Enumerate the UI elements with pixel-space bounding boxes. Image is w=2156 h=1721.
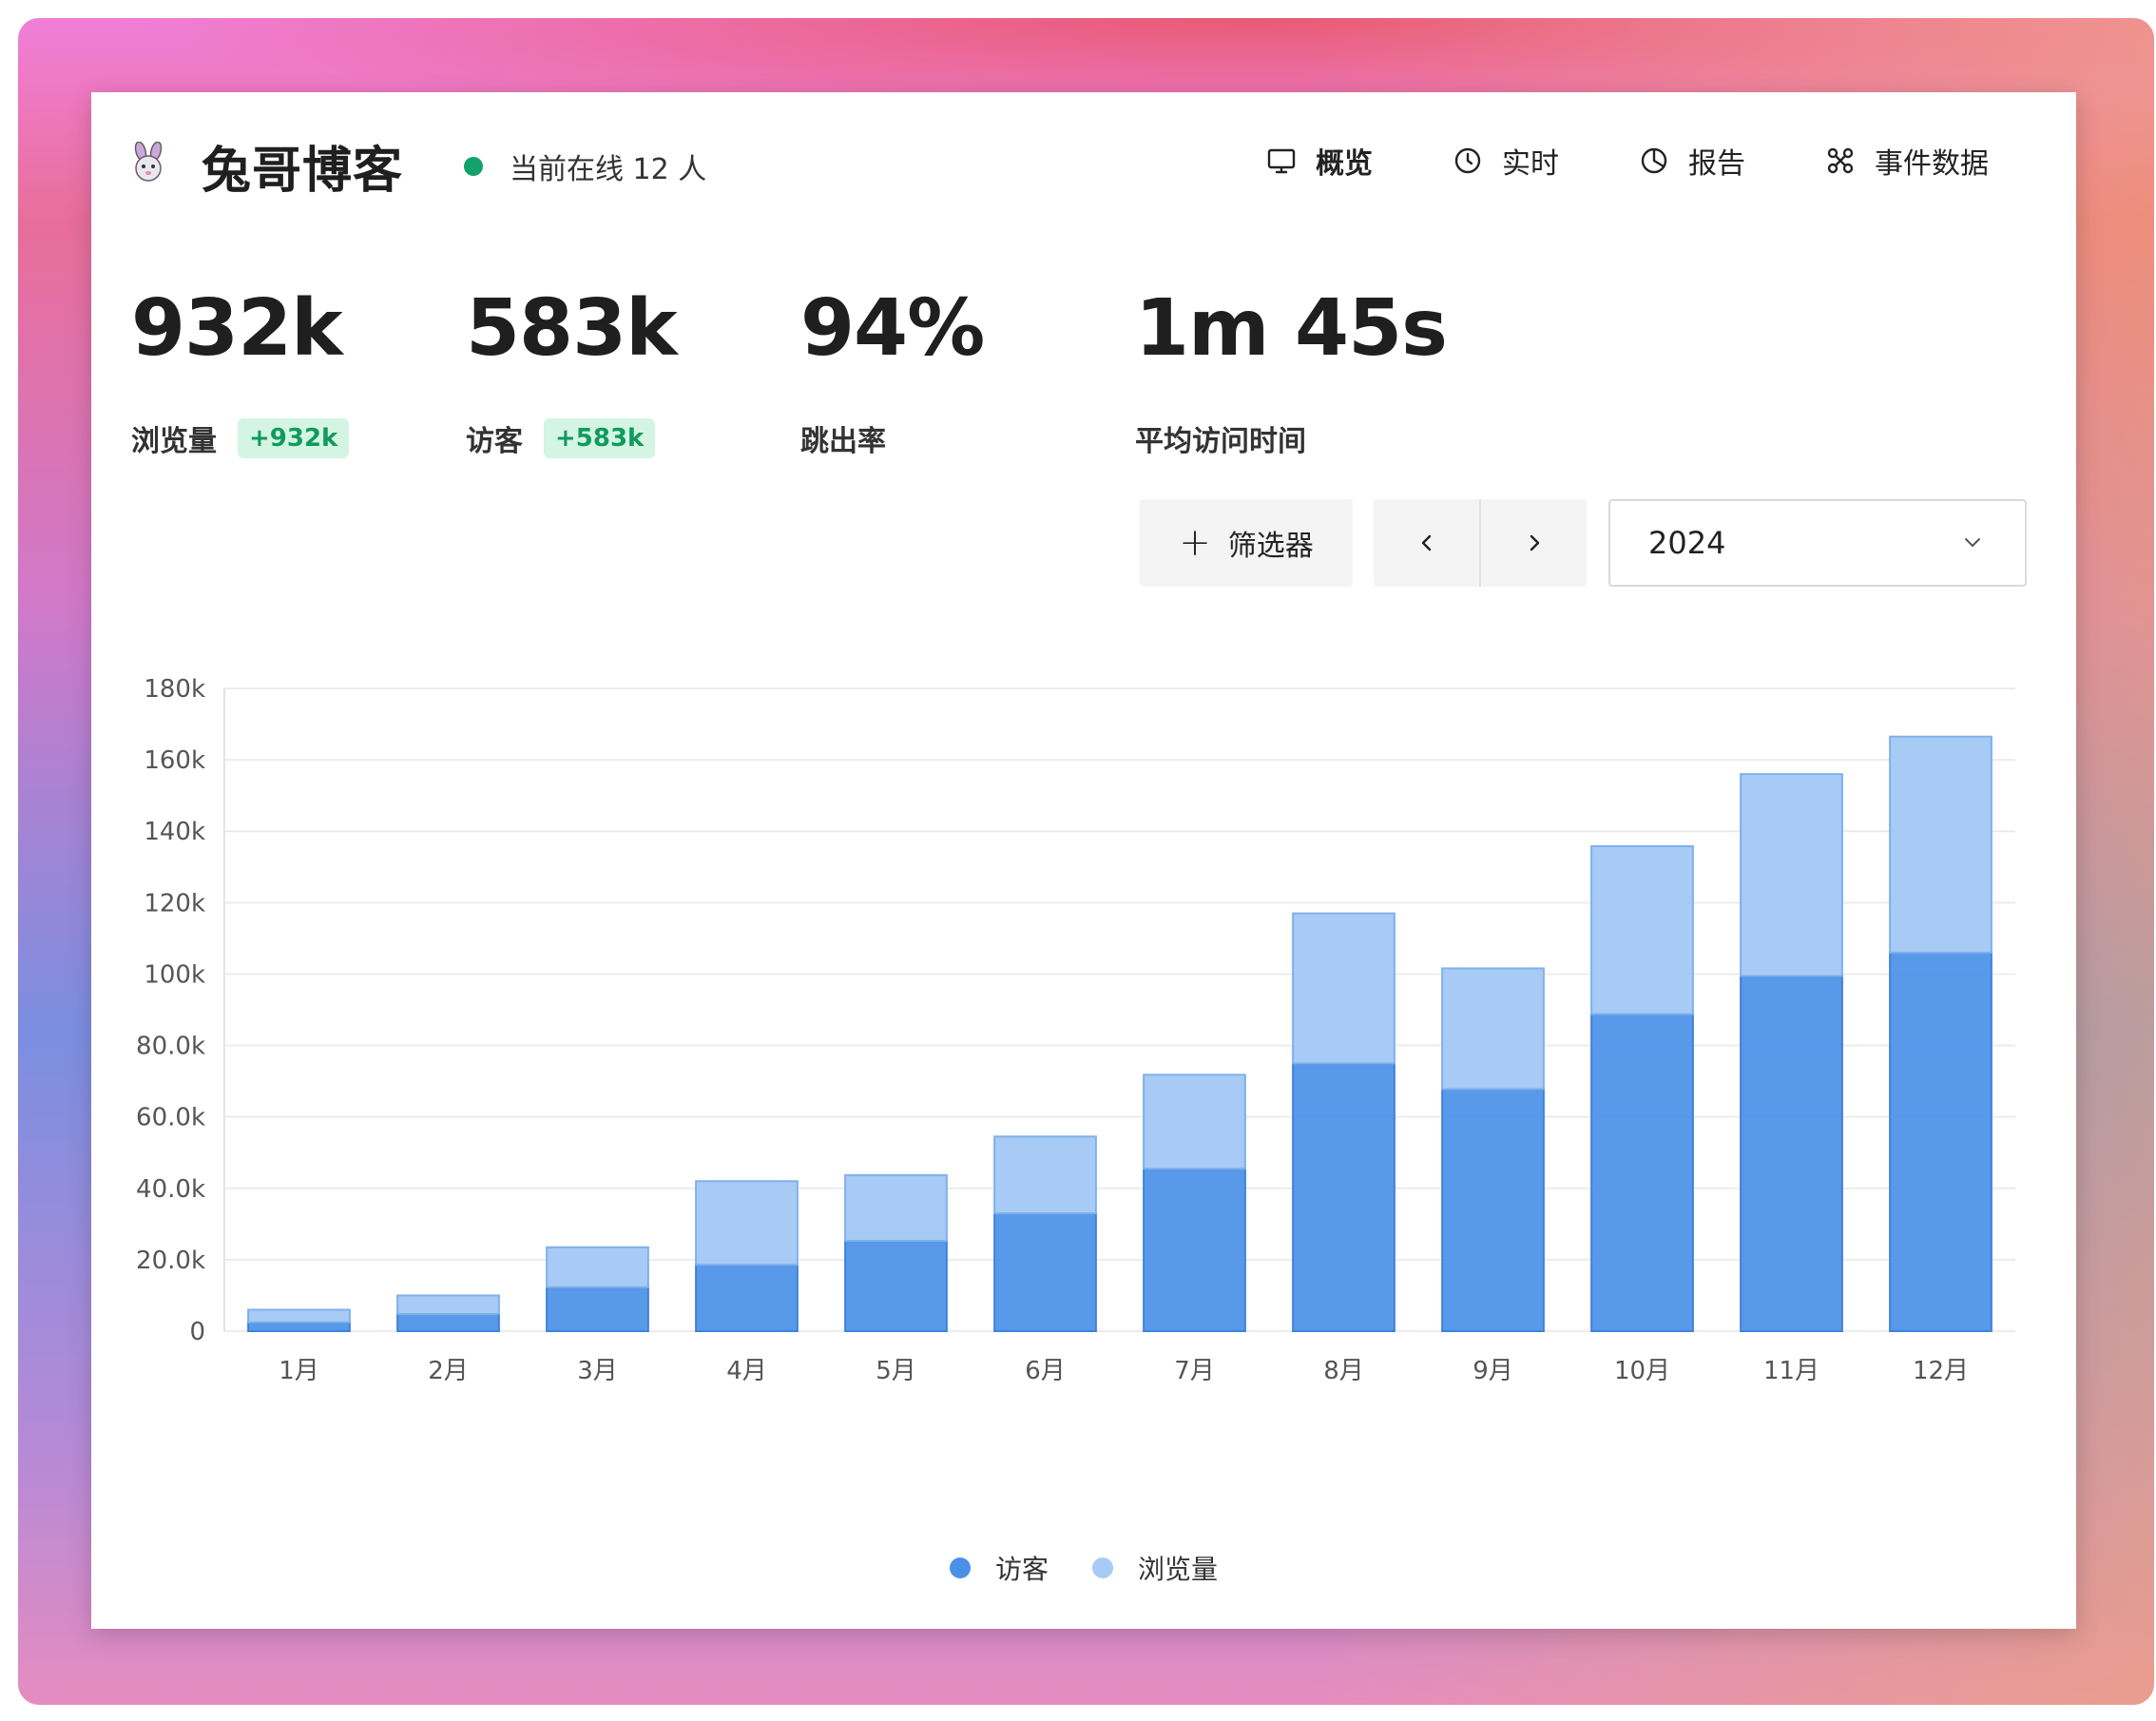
bar-visitors — [695, 1264, 799, 1332]
nav-item-event-data[interactable]: 事件数据 — [1825, 140, 1989, 182]
chevron-down-icon — [1965, 538, 1980, 547]
bar-visitors — [993, 1212, 1097, 1332]
x-tick-label: 9月 — [1473, 1357, 1513, 1385]
bar-visitors — [546, 1286, 649, 1332]
next-period-button[interactable] — [1481, 499, 1587, 587]
bar-pageviews — [993, 1135, 1097, 1215]
filter-label: 筛选器 — [1227, 530, 1314, 563]
chevron-right-icon — [1530, 534, 1539, 551]
legend-label: 访客 — [994, 1554, 1049, 1585]
rabbit-logo-icon — [134, 142, 163, 182]
x-tick-label: 6月 — [1025, 1357, 1066, 1385]
x-tick-label: 1月 — [279, 1357, 319, 1385]
metric-pageviews: 932k 浏览量 +932k — [131, 283, 350, 459]
bar-pageviews — [396, 1294, 500, 1315]
nav-item-overview[interactable]: 概览 — [1266, 140, 1373, 182]
bar-pageviews — [695, 1180, 799, 1267]
nav-item-label: 报告 — [1688, 147, 1745, 181]
chevron-left-icon — [1421, 534, 1431, 551]
top-nav: 概览 实时 报告 事件数据 — [1266, 140, 1989, 182]
online-dot-icon — [464, 157, 483, 176]
nav-item-realtime[interactable]: 实时 — [1453, 140, 1559, 182]
plus-icon: + — [1179, 521, 1211, 565]
online-status: 当前在线 12 人 — [464, 145, 706, 187]
metric-label: 平均访问时间 — [1135, 425, 1306, 458]
y-tick-label: 160k — [144, 746, 205, 775]
y-tick-label: 40.0k — [136, 1175, 205, 1204]
bar-pageviews — [247, 1308, 351, 1324]
x-tick-label: 8月 — [1323, 1357, 1364, 1385]
previous-period-button[interactable] — [1374, 499, 1481, 587]
y-tick-label: 20.0k — [136, 1247, 205, 1275]
dashboard-card: 兔哥博客 当前在线 12 人 概览 实时 报告 — [91, 92, 2076, 1629]
x-tick-label: 10月 — [1614, 1357, 1670, 1385]
x-tick-label: 5月 — [876, 1357, 916, 1385]
y-tick-label: 60.0k — [136, 1104, 205, 1132]
x-tick-label: 2月 — [428, 1357, 469, 1385]
site-title: 兔哥博客 — [202, 143, 404, 200]
bar-pageviews — [1889, 735, 1992, 954]
metric-label: 跳出率 — [800, 425, 886, 458]
bar-pageviews — [1590, 844, 1694, 1015]
bar-visitors — [1292, 1062, 1396, 1332]
metric-value: 932k — [131, 283, 343, 374]
x-tick-label: 4月 — [726, 1357, 767, 1385]
bar-visitors — [844, 1239, 948, 1333]
x-tick-label: 11月 — [1763, 1357, 1819, 1385]
metric-value: 1m 45s — [1135, 283, 1448, 374]
legend-item-pageviews[interactable]: 浏览量 — [1092, 1549, 1218, 1587]
nav-item-label: 实时 — [1502, 147, 1559, 181]
nav-item-reports[interactable]: 报告 — [1639, 140, 1745, 182]
y-tick-label: 120k — [144, 889, 205, 918]
y-tick-label: 0 — [189, 1318, 205, 1346]
monthly-traffic-chart: 0 20.0k 40.0k 60.0k 80.0k 100k 120k 140k 160k 180… — [136, 675, 2015, 1385]
legend-dot-pageviews — [1092, 1557, 1113, 1578]
online-count-text: 当前在线 12 人 — [510, 153, 707, 186]
change-badge: +583k — [544, 418, 656, 458]
bar-visitors — [1889, 951, 1992, 1333]
date-pager — [1374, 499, 1587, 587]
bar-pageviews — [1740, 773, 1843, 977]
y-tick-label: 180k — [144, 675, 205, 704]
bar-visitors — [1143, 1168, 1246, 1332]
bar-visitors — [247, 1321, 351, 1332]
bar-pageviews — [844, 1173, 948, 1242]
x-tick-label: 7月 — [1174, 1357, 1215, 1385]
bar-visitors — [1740, 975, 1843, 1332]
legend-dot-visitors — [949, 1557, 971, 1578]
y-tick-label: 100k — [144, 960, 205, 989]
metric-value: 583k — [466, 283, 678, 374]
nav-item-label: 事件数据 — [1875, 147, 1989, 181]
nodes-icon — [1827, 147, 1854, 174]
bar-pageviews — [1143, 1073, 1246, 1170]
clock-icon — [1454, 147, 1481, 174]
metric-avg-visit-time: 1m 45s 平均访问时间 — [1135, 283, 1448, 459]
bar-pageviews — [546, 1246, 649, 1288]
legend-label: 浏览量 — [1138, 1554, 1219, 1585]
nav-item-label: 概览 — [1316, 147, 1373, 181]
legend-item-visitors[interactable]: 访客 — [949, 1549, 1049, 1587]
monitor-icon — [1267, 148, 1296, 174]
metric-visitors: 583k 访客 +583k — [466, 283, 678, 459]
metric-value: 94% — [800, 283, 985, 374]
x-tick-label: 12月 — [1913, 1357, 1969, 1385]
chart-legend: 访客 浏览量 — [91, 1549, 2076, 1587]
x-tick-label: 3月 — [577, 1357, 618, 1385]
add-filter-button[interactable]: + 筛选器 — [1140, 499, 1353, 587]
bar-pageviews — [1441, 967, 1545, 1091]
y-tick-label: 80.0k — [136, 1033, 205, 1061]
bar-visitors — [1441, 1088, 1545, 1332]
bar-pageviews — [1292, 912, 1396, 1065]
metric-bounce-rate: 94% 跳出率 — [800, 283, 985, 459]
metric-label: 访客 — [466, 425, 523, 458]
pie-chart-icon — [1641, 147, 1667, 174]
year-select[interactable]: 2024 — [1608, 499, 2027, 587]
year-select-value: 2024 — [1648, 525, 1726, 561]
bar-visitors — [1590, 1013, 1694, 1332]
bar-visitors — [396, 1312, 500, 1333]
y-tick-label: 140k — [144, 818, 205, 846]
metric-label: 浏览量 — [131, 425, 217, 458]
change-badge: +932k — [238, 418, 350, 458]
